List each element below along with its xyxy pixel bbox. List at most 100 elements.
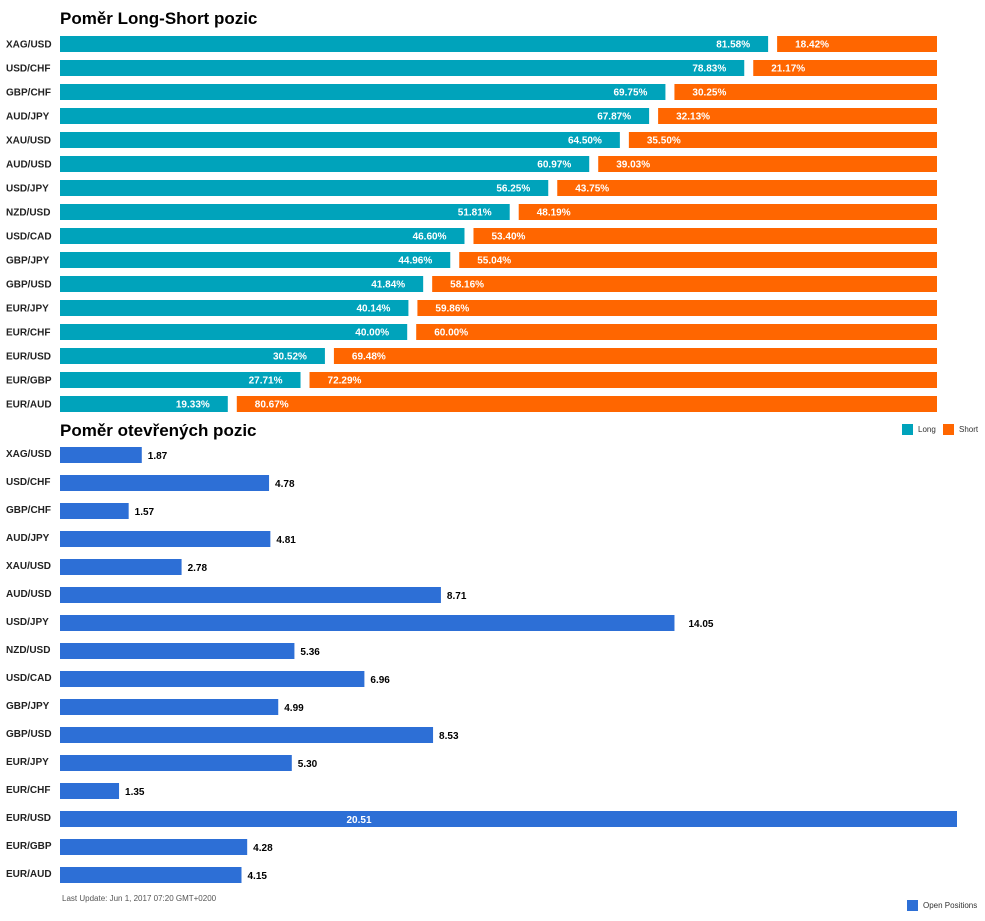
open-positions-bar-gbp-jpy xyxy=(60,699,279,715)
open-positions-value-label-gbp-jpy: 4.99 xyxy=(284,703,304,714)
ls-category-label-usd-jpy: USD/JPY xyxy=(6,184,49,195)
ls-category-label-nzd-usd: NZD/USD xyxy=(6,208,50,219)
ls-category-label-gbp-jpy: GBP/JPY xyxy=(6,256,50,267)
open-positions-value-label-eur-aud: 4.15 xyxy=(247,871,267,882)
short-bar-eur-chf xyxy=(416,324,937,340)
open-positions-value-label-aud-jpy: 4.81 xyxy=(276,535,296,546)
long-value-label-xau-usd: 64.50% xyxy=(568,136,602,147)
legend-short-swatch xyxy=(943,424,954,435)
open-positions-bar-gbp-usd xyxy=(60,727,434,743)
op-category-label-eur-aud: EUR/AUD xyxy=(6,869,52,880)
open-positions-value-label-aud-usd: 8.71 xyxy=(447,591,467,602)
open-positions-bar-aud-jpy xyxy=(60,531,271,547)
long-value-label-aud-jpy: 67.87% xyxy=(597,112,631,123)
op-category-label-eur-chf: EUR/CHF xyxy=(6,785,50,796)
open-positions-value-label-xau-usd: 2.78 xyxy=(188,563,208,574)
ls-category-label-eur-jpy: EUR/JPY xyxy=(6,304,49,315)
open-positions-value-label-eur-jpy: 5.30 xyxy=(298,759,318,770)
ls-category-label-gbp-chf: GBP/CHF xyxy=(6,88,51,99)
short-bar-usd-cad xyxy=(473,228,937,244)
ls-category-label-eur-usd: EUR/USD xyxy=(6,352,51,363)
long-short-chart-title: Poměr Long-Short pozic xyxy=(60,9,257,28)
op-category-label-gbp-chf: GBP/CHF xyxy=(6,505,51,516)
long-bar-aud-jpy xyxy=(60,108,650,124)
long-value-label-usd-chf: 78.83% xyxy=(692,64,726,75)
open-positions-bar-eur-aud xyxy=(60,867,242,883)
op-category-label-nzd-usd: NZD/USD xyxy=(6,645,50,656)
open-positions-bar-eur-chf xyxy=(60,783,120,799)
short-bar-eur-usd xyxy=(333,348,938,364)
open-positions-value-label-usd-cad: 6.96 xyxy=(370,675,390,686)
legend-open-positions-swatch xyxy=(907,900,918,911)
open-positions-value-label-nzd-usd: 5.36 xyxy=(300,647,320,658)
ls-category-label-usd-cad: USD/CAD xyxy=(6,232,52,243)
short-value-label-eur-jpy: 59.86% xyxy=(435,304,469,315)
short-value-label-eur-aud: 80.67% xyxy=(255,400,289,411)
open-positions-bar-usd-jpy xyxy=(60,615,675,631)
op-category-label-gbp-jpy: GBP/JPY xyxy=(6,701,50,712)
ls-category-label-usd-chf: USD/CHF xyxy=(6,64,50,75)
long-bar-xau-usd xyxy=(60,132,620,148)
short-bar-usd-chf xyxy=(753,60,937,76)
long-value-label-aud-usd: 60.97% xyxy=(537,160,571,171)
ls-category-label-eur-chf: EUR/CHF xyxy=(6,328,50,339)
short-bar-aud-jpy xyxy=(658,108,937,124)
ls-category-label-eur-gbp: EUR/GBP xyxy=(6,376,52,387)
op-category-label-usd-jpy: USD/JPY xyxy=(6,617,49,628)
short-bar-nzd-usd xyxy=(518,204,937,220)
short-value-label-usd-chf: 21.17% xyxy=(771,64,805,75)
long-value-label-gbp-usd: 41.84% xyxy=(371,280,405,291)
short-bar-gbp-usd xyxy=(432,276,937,292)
ls-category-label-gbp-usd: GBP/USD xyxy=(6,280,52,291)
op-category-label-eur-jpy: EUR/JPY xyxy=(6,757,49,768)
long-value-label-eur-gbp: 27.71% xyxy=(249,376,283,387)
short-value-label-eur-chf: 60.00% xyxy=(434,328,468,339)
short-value-label-gbp-usd: 58.16% xyxy=(450,280,484,291)
short-bar-eur-gbp xyxy=(309,372,937,388)
short-bar-eur-aud xyxy=(236,396,937,412)
short-bar-gbp-chf xyxy=(674,84,937,100)
long-bar-eur-jpy xyxy=(60,300,409,316)
short-value-label-gbp-chf: 30.25% xyxy=(692,88,726,99)
long-bar-gbp-chf xyxy=(60,84,666,100)
open-positions-bar-eur-usd xyxy=(60,811,957,827)
long-bar-aud-usd xyxy=(60,156,590,172)
long-bar-eur-usd xyxy=(60,348,325,364)
long-bar-gbp-usd xyxy=(60,276,424,292)
short-value-label-eur-usd: 69.48% xyxy=(352,352,386,363)
open-positions-value-label-xag-usd: 1.87 xyxy=(148,451,168,462)
op-category-label-usd-chf: USD/CHF xyxy=(6,477,50,488)
long-bar-eur-aud xyxy=(60,396,228,412)
open-positions-bar-usd-cad xyxy=(60,671,365,687)
open-positions-value-label-usd-chf: 4.78 xyxy=(275,479,295,490)
op-category-label-eur-gbp: EUR/GBP xyxy=(6,841,52,852)
op-category-label-aud-usd: AUD/USD xyxy=(6,589,52,600)
op-category-label-xag-usd: XAG/USD xyxy=(6,449,52,460)
open-positions-chart-title: Poměr otevřených pozic xyxy=(60,421,257,440)
short-value-label-usd-cad: 53.40% xyxy=(491,232,525,243)
long-value-label-eur-aud: 19.33% xyxy=(176,400,210,411)
long-bar-eur-chf xyxy=(60,324,408,340)
open-positions-bar-aud-usd xyxy=(60,587,441,603)
legend-long-label: Long xyxy=(918,425,936,434)
short-value-label-aud-usd: 39.03% xyxy=(616,160,650,171)
legend-long-swatch xyxy=(902,424,913,435)
op-category-label-eur-usd: EUR/USD xyxy=(6,813,51,824)
long-value-label-nzd-usd: 51.81% xyxy=(458,208,492,219)
long-bar-nzd-usd xyxy=(60,204,510,220)
short-bar-eur-jpy xyxy=(417,300,938,316)
open-positions-value-label-eur-usd: 20.51 xyxy=(346,815,371,826)
short-value-label-aud-jpy: 32.13% xyxy=(676,112,710,123)
short-bar-aud-usd xyxy=(598,156,937,172)
op-category-label-xau-usd: XAU/USD xyxy=(6,561,51,572)
short-value-label-xau-usd: 35.50% xyxy=(647,136,681,147)
open-positions-bar-nzd-usd xyxy=(60,643,295,659)
open-positions-value-label-eur-gbp: 4.28 xyxy=(253,843,273,854)
op-category-label-aud-jpy: AUD/JPY xyxy=(6,533,50,544)
long-value-label-eur-usd: 30.52% xyxy=(273,352,307,363)
long-value-label-gbp-jpy: 44.96% xyxy=(398,256,432,267)
long-value-label-usd-cad: 46.60% xyxy=(413,232,447,243)
long-short-legend: Long Short xyxy=(902,424,979,435)
long-bar-usd-cad xyxy=(60,228,465,244)
